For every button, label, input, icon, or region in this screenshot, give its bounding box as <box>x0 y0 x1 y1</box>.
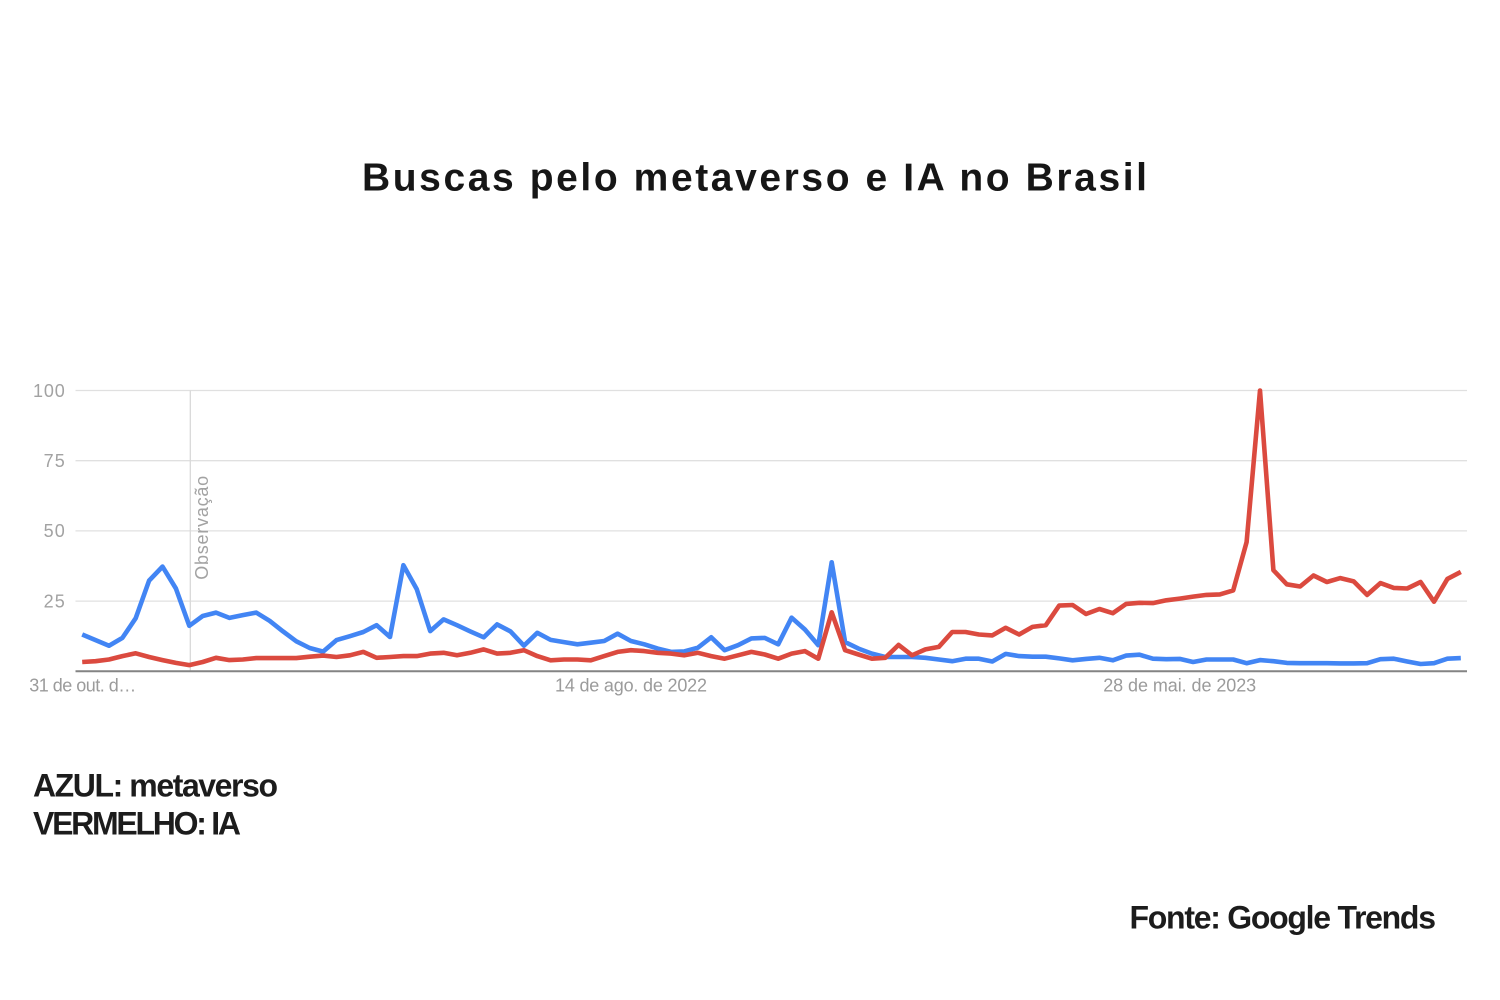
svg-text:Buscas pelo metaverso e IA no: Buscas pelo metaverso e IA no Brasil <box>362 157 1147 200</box>
svg-text:VERMELHO: IA: VERMELHO: IA <box>33 805 241 841</box>
svg-text:100: 100 <box>33 381 65 401</box>
svg-text:14 de ago. de 2022: 14 de ago. de 2022 <box>555 676 707 696</box>
svg-text:25: 25 <box>44 591 65 611</box>
svg-text:Fonte: Google Trends: Fonte: Google Trends <box>1130 900 1437 936</box>
svg-text:Observação: Observação <box>192 476 212 580</box>
svg-text:31 de out. d…: 31 de out. d… <box>29 676 136 696</box>
svg-text:28 de mai. de 2023: 28 de mai. de 2023 <box>1103 676 1256 696</box>
svg-text:75: 75 <box>44 451 65 471</box>
svg-text:AZUL: metaverso: AZUL: metaverso <box>33 767 278 803</box>
svg-text:50: 50 <box>44 521 65 541</box>
